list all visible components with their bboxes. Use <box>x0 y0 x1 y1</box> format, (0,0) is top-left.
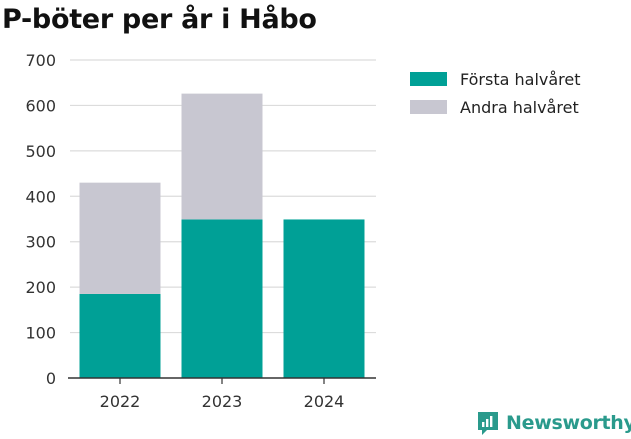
bar-segment <box>181 93 263 220</box>
chart-title: P-böter per år i Håbo <box>2 4 317 35</box>
brand-name: Newsworthy <box>506 412 631 434</box>
y-tick-label: 200 <box>25 278 56 297</box>
y-tick-label: 600 <box>25 96 56 115</box>
y-tick-label: 100 <box>25 324 56 343</box>
bars <box>79 93 365 378</box>
y-tick-label: 300 <box>25 233 56 252</box>
legend: Första halvåret Andra halvåret <box>410 70 581 117</box>
y-tick-label: 400 <box>25 187 56 206</box>
brand-logo: Newsworthy <box>476 408 631 438</box>
bar-segment <box>79 182 161 294</box>
x-tick-label: 2023 <box>202 392 243 411</box>
legend-label: Första halvåret <box>460 70 581 89</box>
bar-segment <box>79 293 161 378</box>
y-tick-label: 700 <box>25 51 56 70</box>
x-axis: 2022 2023 2024 <box>68 377 376 411</box>
y-tick-label: 0 <box>46 369 56 388</box>
legend-label: Andra halvåret <box>460 98 579 117</box>
x-tick-label: 2022 <box>100 392 141 411</box>
legend-swatch <box>410 72 447 86</box>
bar-segment <box>181 219 263 378</box>
y-axis: 0 100 200 300 400 500 600 700 <box>25 51 56 388</box>
y-tick-label: 500 <box>25 142 56 161</box>
x-tick-label: 2024 <box>304 392 345 411</box>
legend-swatch <box>410 100 447 114</box>
bar-segment <box>283 219 365 378</box>
newsworthy-logo-icon <box>478 412 498 435</box>
